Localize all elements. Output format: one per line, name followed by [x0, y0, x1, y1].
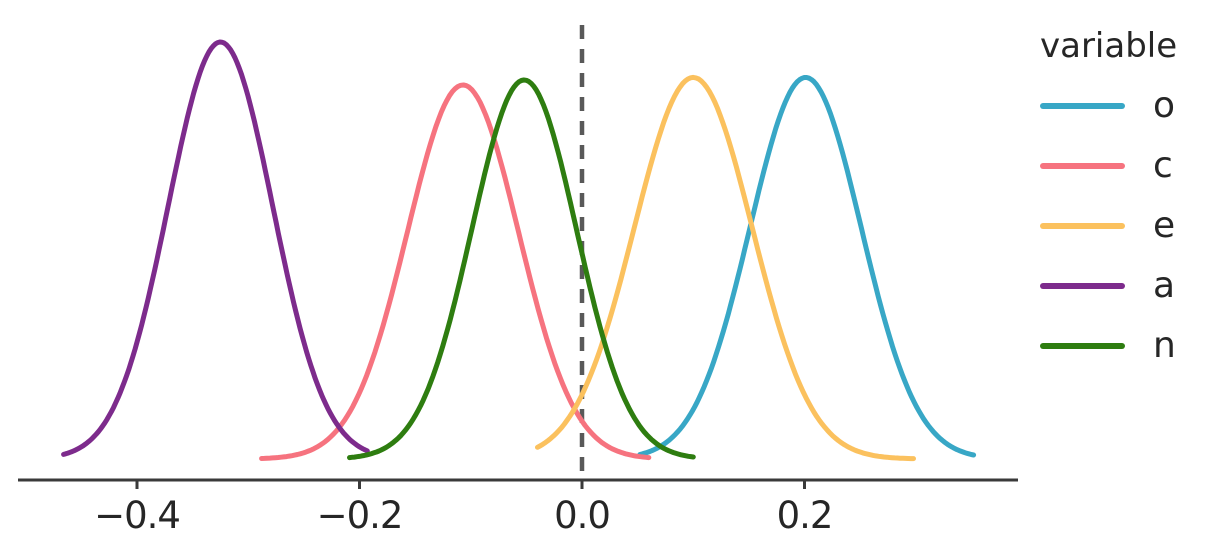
density-curve-a [61, 39, 370, 457]
legend-swatch-a [1040, 283, 1125, 289]
legend-label-n: n [1153, 325, 1176, 366]
legend-swatch-n [1040, 343, 1125, 349]
legend-swatch-e [1040, 223, 1125, 229]
legend-swatch-o [1040, 103, 1125, 109]
density-curve-e [535, 74, 916, 462]
legend: variable o c e a n [1040, 28, 1210, 376]
legend-label-c: c [1153, 145, 1173, 186]
density-curve-o [637, 75, 977, 458]
legend-item-c: c [1040, 136, 1210, 196]
legend-item-e: e [1040, 196, 1210, 256]
x-tick-label: −0.2 [316, 494, 404, 537]
legend-item-o: o [1040, 76, 1210, 136]
legend-label-o: o [1153, 85, 1176, 126]
density-curve-n [347, 77, 696, 461]
x-tick-label: 0.2 [776, 494, 834, 537]
legend-item-a: a [1040, 256, 1210, 316]
x-tick-label: −0.4 [94, 494, 181, 537]
x-tick-label: 0.0 [554, 494, 611, 537]
legend-title: variable [1040, 26, 1178, 66]
legend-label-e: e [1153, 205, 1176, 246]
legend-label-a: a [1153, 265, 1176, 306]
density-curve-c [259, 82, 652, 461]
legend-swatch-c [1040, 163, 1125, 169]
legend-item-n: n [1040, 316, 1210, 376]
